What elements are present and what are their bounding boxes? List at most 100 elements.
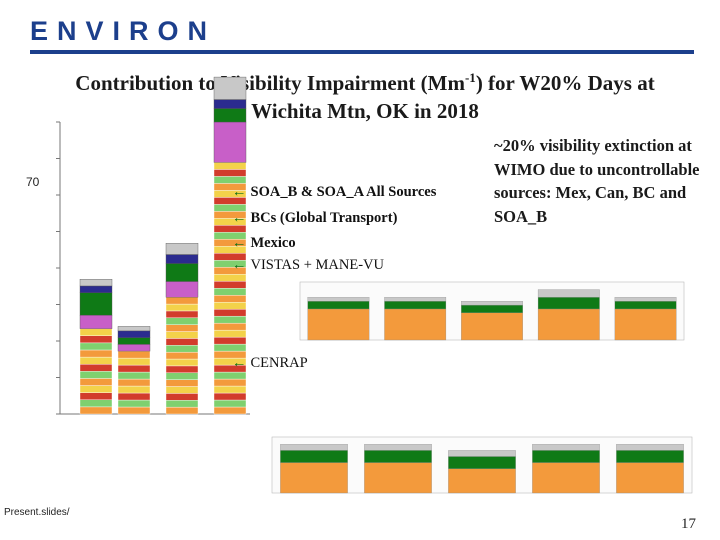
bar-segment-cenrap xyxy=(165,331,199,339)
mini-bar-segment xyxy=(280,462,348,494)
bar-segment-cenrap xyxy=(117,378,151,387)
bar-segment-cenrap xyxy=(79,342,113,351)
bar-segment-cenrap xyxy=(165,358,199,367)
mini-bar-segment xyxy=(448,450,516,457)
annotation-vistas: ← VISTAS + MANE-VU xyxy=(232,257,384,274)
bar-segment-cenrap xyxy=(213,392,247,401)
annotation-cenrap: ← CENRAP xyxy=(232,355,308,372)
bar-segment-cenrap xyxy=(213,288,247,296)
mini-bar-segment xyxy=(280,450,348,463)
bar-segment-cenrap xyxy=(165,406,199,415)
bar-segment-mexico xyxy=(165,263,199,282)
bar-segment-cenrap xyxy=(165,338,199,346)
bar-segment-cenrap xyxy=(79,328,113,336)
mini-bar-segment xyxy=(307,297,370,302)
mini-bar-segment xyxy=(532,462,600,494)
bar-segment-cenrap xyxy=(213,274,247,282)
footer-file-label: Present.slides/ xyxy=(4,507,70,518)
mini-bar-segment xyxy=(616,450,684,463)
bar-segment-cenrap xyxy=(165,386,199,394)
mini-bar-segment xyxy=(616,462,684,494)
mini-bar-segment xyxy=(614,301,677,310)
bar-segment-cenrap xyxy=(213,385,247,394)
mini-bar-segment xyxy=(364,450,432,463)
slide-number: 17 xyxy=(681,516,696,532)
bar-segment-cenrap xyxy=(213,343,247,352)
bar-segment-cenrap xyxy=(213,322,247,331)
mini-bar-segment xyxy=(384,301,447,310)
bar-segment-cenrap xyxy=(117,385,151,394)
bar-segment-mexico xyxy=(117,337,151,345)
arrow-left-icon: ← xyxy=(232,257,247,273)
bar-segment-soa_b xyxy=(117,326,151,332)
mini-bar-segment xyxy=(461,304,523,313)
bar-segment-cenrap xyxy=(213,295,247,303)
mini-bar-segment xyxy=(532,444,600,451)
bar-segment-cenrap xyxy=(213,406,247,415)
bar-segment-cenrap xyxy=(117,399,151,408)
mini-bar-segment xyxy=(461,301,523,306)
mini-bar-segment xyxy=(461,312,523,341)
mini-bar-segment xyxy=(364,462,432,494)
bar-segment-vistas xyxy=(213,121,247,163)
environ-logo: ENVIRON xyxy=(30,16,217,46)
mini-bar-segment xyxy=(537,308,600,341)
bar-segment-cenrap xyxy=(165,372,199,380)
bar-segment-bcs xyxy=(165,254,199,264)
bar-segment-cenrap xyxy=(79,399,113,408)
bar-segment-cenrap xyxy=(213,378,247,387)
bar-segment-cenrap xyxy=(165,317,199,325)
bar-segment-cenrap xyxy=(79,356,113,365)
bar-segment-cenrap xyxy=(79,378,113,386)
annotation-soa-label: SOA_B & SOA_A All Sources xyxy=(250,184,437,200)
mini-bar-segment xyxy=(384,308,447,341)
annotation-bc-label: BCs (Global Transport) xyxy=(250,210,398,226)
annotation-cenrap-label: CENRAP xyxy=(250,355,308,371)
mini-bar-segment xyxy=(280,444,348,451)
bar-segment-cenrap xyxy=(165,400,199,408)
bar-segment-cenrap xyxy=(79,335,113,344)
bar-segment-cenrap xyxy=(213,308,247,317)
mini-bar-segment xyxy=(614,308,677,341)
y-tick-label: 70 xyxy=(26,175,40,189)
bar-segment-cenrap xyxy=(213,399,247,408)
bar-segment-bcs xyxy=(117,330,151,338)
bar-segment-cenrap xyxy=(117,364,151,373)
bar-segment-cenrap xyxy=(117,371,151,380)
bar-segment-cenrap xyxy=(165,379,199,387)
mini-bar-segment xyxy=(384,297,447,302)
mini-bar-segment xyxy=(537,297,600,310)
bar-segment-cenrap xyxy=(165,297,199,305)
bar-segment-mexico xyxy=(79,292,113,316)
bar-segment-vistas xyxy=(165,281,199,298)
bar-segment-cenrap xyxy=(213,315,247,324)
mini-bar-segment xyxy=(307,308,370,341)
bar-segment-soa_b xyxy=(165,243,199,255)
bar-segment-cenrap xyxy=(213,176,247,184)
bar-segment-cenrap xyxy=(213,336,247,345)
annotation-bc: ← BCs (Global Transport) xyxy=(232,210,397,227)
arrow-left-icon: ← xyxy=(232,210,247,226)
arrow-left-icon: ← xyxy=(232,235,247,251)
bar-segment-soa_b xyxy=(79,279,113,287)
bar-segment-vistas xyxy=(117,344,151,352)
bar-segment-bcs xyxy=(213,99,247,109)
arrow-left-icon: ← xyxy=(232,184,247,200)
bar-segment-cenrap xyxy=(213,162,247,170)
bar-segment-cenrap xyxy=(213,301,247,310)
bar-segment-cenrap xyxy=(79,371,113,379)
annotation-mexico: ← Mexico xyxy=(232,235,296,252)
bar-segment-cenrap xyxy=(117,357,151,366)
mini-bar-segment xyxy=(448,456,516,469)
bar-segment-cenrap xyxy=(165,365,199,373)
bar-segment-cenrap xyxy=(79,349,113,358)
bar-segment-cenrap xyxy=(165,345,199,353)
mini-bar-segment xyxy=(616,444,684,451)
bar-segment-cenrap xyxy=(79,406,113,415)
bar-segment-cenrap xyxy=(165,351,199,360)
bar-segment-vistas xyxy=(79,314,113,329)
mini-bar-segment xyxy=(448,468,516,494)
title-part2: ) for W20% Days at Wichita Mtn, OK in 20… xyxy=(251,71,655,123)
mini-bar-segment xyxy=(364,444,432,451)
